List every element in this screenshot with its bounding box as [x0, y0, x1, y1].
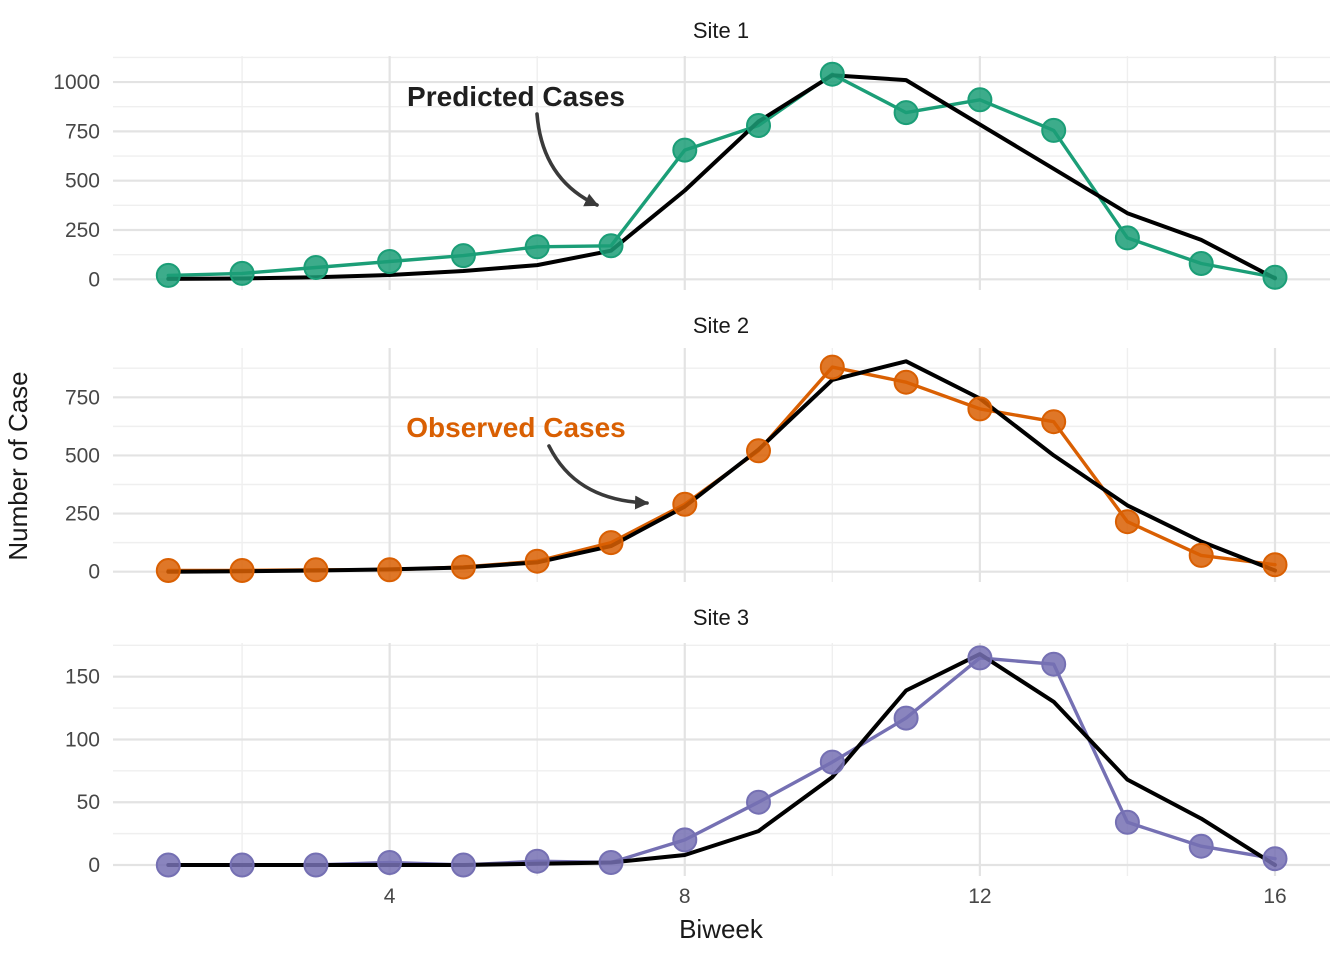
- observed-case-point: [819, 354, 845, 380]
- y-axis-tick-label: 750: [65, 386, 100, 409]
- x-axis-tick-label: 12: [968, 885, 991, 908]
- observed-case-point: [377, 249, 403, 274]
- predicted-cases-arrow: [535, 112, 599, 207]
- observed-case-point: [1041, 651, 1067, 677]
- x-axis-tick-label: 16: [1263, 885, 1286, 908]
- observed-case-point: [893, 705, 919, 731]
- observed-case-point: [524, 848, 550, 874]
- observed-case-point: [819, 61, 845, 87]
- observed-case-point: [1188, 251, 1214, 276]
- observed-case-point: [967, 87, 993, 113]
- observed-case-point: [819, 749, 845, 775]
- observed-case-point: [229, 852, 255, 878]
- observed-case-point: [155, 852, 181, 878]
- chart-generated-layer: 0 250 500 750 1000 0 250 500 750 0 50 100 150 4 8 12 16: [53, 56, 1330, 908]
- x-axis-tick-label: 4: [384, 885, 396, 908]
- observed-case-point: [893, 369, 919, 395]
- observed-case-point: [450, 852, 476, 878]
- observed-case-point: [155, 262, 181, 288]
- observed-case-point: [598, 233, 624, 259]
- observed-case-point: [377, 850, 403, 875]
- observed-case-point: [450, 243, 476, 269]
- observed-case-point: [1041, 409, 1067, 435]
- y-axis-tick-label: 500: [65, 170, 100, 193]
- observed-case-point: [1114, 809, 1140, 835]
- observed-cases-line: [166, 72, 1277, 279]
- predicted-cases-annotation-label: Predicted Cases: [407, 81, 625, 112]
- observed-case-point: [1041, 117, 1067, 143]
- observed-case-point: [1262, 264, 1288, 290]
- predicted-cases-line: [166, 359, 1277, 574]
- y-axis-tick-label: 500: [65, 444, 100, 467]
- observed-case-point: [967, 396, 993, 422]
- predicted-cases-line: [166, 652, 1277, 867]
- observed-case-point: [303, 557, 329, 583]
- y-axis-tick-label: 100: [65, 728, 100, 751]
- y-axis-tick-label: 250: [65, 503, 100, 526]
- observed-case-point: [1188, 833, 1214, 859]
- observed-case-point: [1262, 846, 1288, 872]
- y-axis-tick-label: 250: [65, 219, 100, 242]
- facet-strip-title-site-1: Site 1: [693, 18, 749, 43]
- observed-case-point: [598, 850, 624, 875]
- observed-case-point: [303, 852, 329, 878]
- y-axis-tick-label: 0: [88, 854, 100, 877]
- x-axis-title: Biweek: [679, 914, 764, 944]
- observed-case-point: [672, 491, 698, 517]
- facet-strip-title-site-3: Site 3: [693, 605, 749, 630]
- observed-case-point: [1262, 552, 1288, 578]
- facet-strip-title-site-2: Site 2: [693, 313, 749, 338]
- observed-case-point: [893, 100, 919, 126]
- observed-case-point: [303, 255, 329, 280]
- observed-case-point: [1188, 542, 1214, 568]
- y-axis-tick-label: 1000: [53, 71, 100, 94]
- y-axis-tick-label: 50: [77, 791, 100, 814]
- observed-case-point: [1114, 509, 1140, 535]
- x-axis-tick-label: 8: [679, 885, 691, 908]
- observed-case-point: [229, 260, 255, 286]
- observed-case-point: [746, 789, 771, 815]
- observed-case-point: [672, 827, 698, 853]
- y-axis-tick-label: 750: [65, 120, 100, 143]
- observed-case-point: [377, 557, 403, 583]
- observed-case-point: [746, 438, 771, 464]
- observed-case-point: [598, 530, 624, 556]
- observed-cases-arrow: [547, 444, 649, 510]
- y-axis-tick-label: 0: [88, 561, 100, 584]
- observed-case-point: [450, 554, 476, 580]
- observed-case-point: [524, 234, 550, 260]
- observed-case-point: [967, 645, 993, 671]
- facet-panel-site-3: 0 50 100 150: [65, 643, 1330, 878]
- observed-case-point: [672, 137, 698, 163]
- observed-case-point: [229, 558, 255, 583]
- predicted-cases-line: [166, 73, 1277, 281]
- y-axis-title: Number of Case: [3, 371, 33, 560]
- observed-cases-annotation-label: Observed Cases: [406, 412, 625, 443]
- y-axis-tick-label: 0: [88, 268, 100, 291]
- facet-panel-site-2: 0 250 500 750: [65, 348, 1330, 584]
- observed-case-point: [1114, 225, 1140, 251]
- observed-case-point: [746, 113, 771, 138]
- facet-panel-site-1: 0 250 500 750 1000: [53, 56, 1330, 291]
- y-axis-tick-label: 150: [65, 666, 100, 689]
- observed-case-point: [155, 558, 181, 583]
- observed-case-point: [524, 548, 550, 574]
